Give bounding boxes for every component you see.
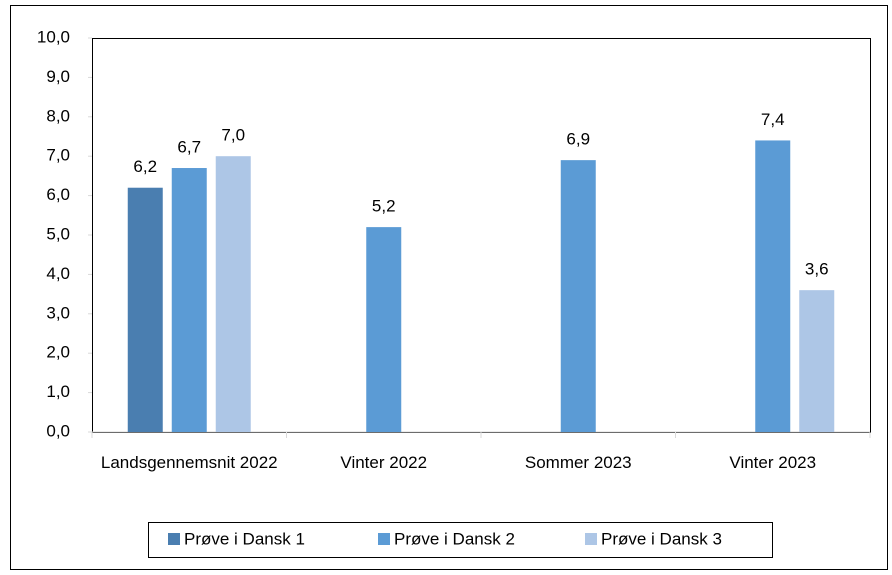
x-tick-label: Sommer 2023 [524,453,632,472]
bar [366,227,402,432]
y-tick-label: 7,0 [46,146,70,165]
legend-label: Prøve i Dansk 3 [601,529,722,548]
x-tick-label: Vinter 2023 [729,453,817,472]
y-tick-label: 5,0 [46,224,70,243]
y-tick-label: 4,0 [46,264,70,283]
y-tick-label: 1,0 [46,382,70,401]
data-label: 6,9 [566,130,590,149]
legend-label: Prøve i Dansk 2 [394,529,515,548]
data-label: 5,2 [372,197,396,216]
legend-swatch [378,533,390,545]
bar [215,156,251,432]
legend-swatch [585,533,597,545]
y-tick-label: 9,0 [46,67,70,86]
chart-border [10,5,888,570]
bar [799,290,835,432]
legend-swatch [168,533,180,545]
legend-border [148,522,773,558]
data-label: 6,2 [133,157,157,176]
bar [755,140,791,432]
y-tick-label: 2,0 [46,343,70,362]
data-label: 7,4 [761,110,785,129]
y-tick-label: 10,0 [37,27,70,46]
x-tick-label: Vinter 2022 [340,453,428,472]
bar [127,187,163,432]
x-tick-label: Landsgennemsnit 2022 [100,453,278,472]
data-label: 3,6 [805,260,829,279]
data-label: 6,7 [177,138,201,157]
bar [171,168,207,432]
plot-border [92,38,871,433]
y-tick-label: 0,0 [46,421,70,440]
bar [560,160,596,432]
y-tick-label: 3,0 [46,303,70,322]
legend-label: Prøve i Dansk 1 [184,529,305,548]
data-label: 7,0 [221,126,245,145]
y-tick-label: 8,0 [46,106,70,125]
y-tick-label: 6,0 [46,185,70,204]
